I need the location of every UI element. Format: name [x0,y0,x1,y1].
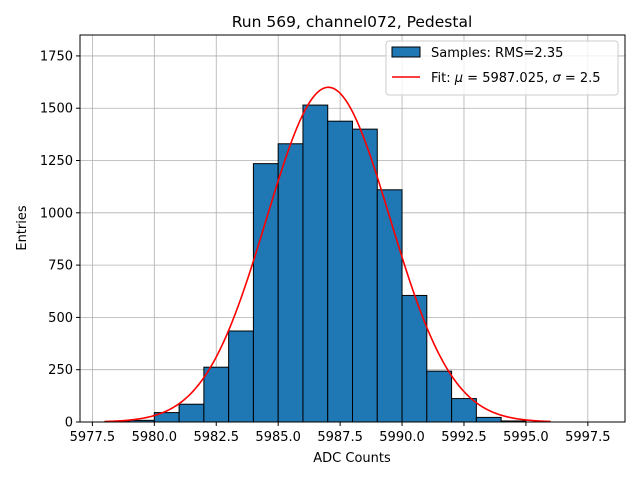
x-tick-label: 5982.5 [194,430,240,445]
y-tick-label: 1500 [40,102,73,117]
x-tick-label: 5977.5 [70,430,116,445]
histogram-bar [475,416,502,423]
histogram-bar [252,163,279,423]
x-tick-label: 5992.5 [441,430,487,445]
y-tick-label: 1750 [40,49,73,64]
y-axis-title: Entries [15,205,30,251]
legend-box [385,40,619,96]
fit-curve [104,86,551,423]
x-tick-label: 5990.0 [379,430,425,445]
y-axis: 0 250 500 750 1000 1250 1500 1750 [40,49,80,431]
histogram-bar [327,120,353,423]
x-tick-label: 5997.5 [565,430,611,445]
y-tick-label: 1250 [40,154,73,169]
histogram-bar [352,128,378,423]
legend-samples-label: Samples: RMS=2.35 [431,46,563,61]
legend: Samples: RMS=2.35 Fit: μ = 5987.025, σ =… [385,40,619,96]
chart-title: Run 569, channel072, Pedestal [232,13,473,31]
legend-fit-label: Fit: μ = 5987.025, σ = 2.5 [431,71,601,86]
y-tick-label: 500 [48,311,73,326]
histogram-bar [302,104,329,423]
y-tick-label: 750 [48,259,73,274]
y-tick-label: 0 [65,416,73,431]
histogram-bars [104,104,527,423]
x-tick-label: 5995.0 [503,430,549,445]
x-axis-title: ADC Counts [313,451,391,466]
histogram-bar [228,330,254,423]
histogram-bar [277,143,304,423]
plot-frame [79,34,626,423]
histogram-bar [401,294,428,423]
histogram-bar [426,370,453,423]
histogram-bar [451,398,477,423]
histogram-bar [178,403,205,423]
x-tick-label: 5985.0 [255,430,301,445]
histogram-bar [203,366,230,423]
x-axis: 5977.5 5980.0 5982.5 5985.0 5987.5 5990.0 5992… [70,422,611,445]
y-tick-label: 1000 [40,206,73,221]
legend-samples-patch [391,46,421,58]
x-tick-label: 5987.5 [317,430,363,445]
histogram-bar [376,189,403,423]
x-tick-label: 5980.0 [132,430,178,445]
y-tick-label: 250 [48,363,73,378]
